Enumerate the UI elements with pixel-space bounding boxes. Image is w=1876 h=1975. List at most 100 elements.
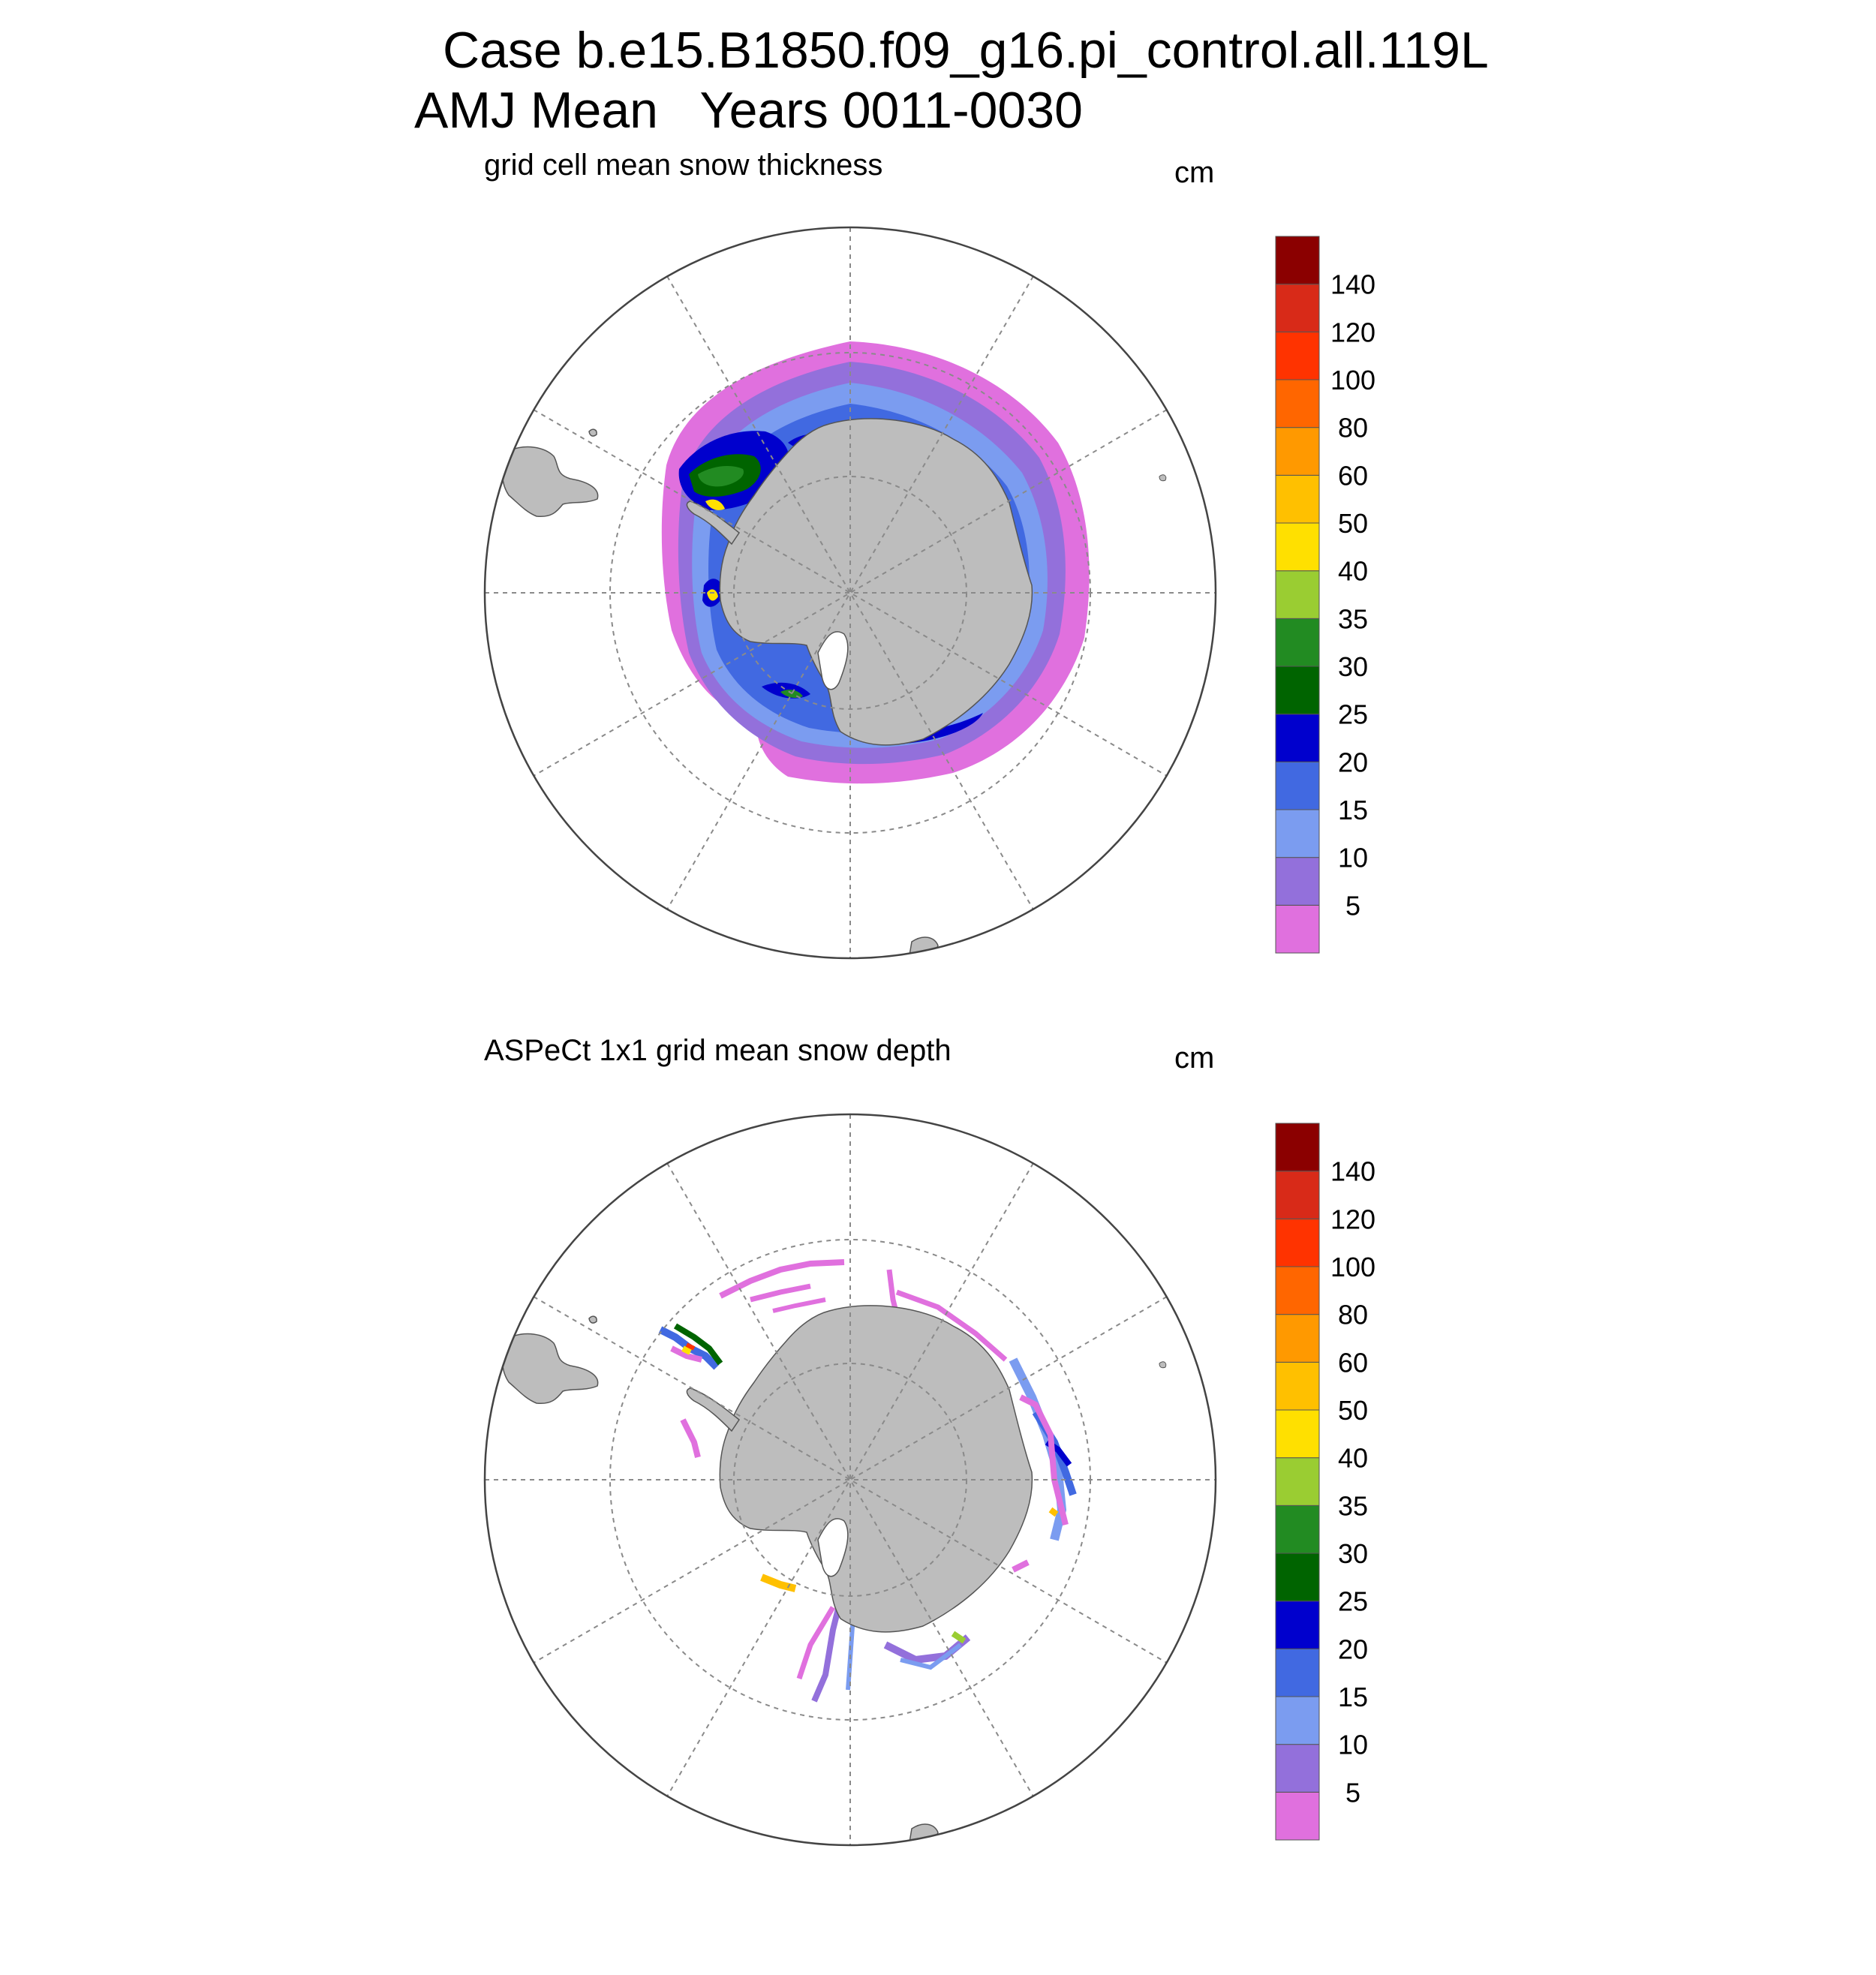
case-title: Case b.e15.B1850.f09_g16.pi_control.all.…	[443, 22, 1489, 79]
colorbar-swatch	[1275, 904, 1320, 954]
colorbar-swatch	[1275, 1744, 1320, 1793]
colorbar-swatch	[1275, 1218, 1320, 1267]
colorbar-swatch	[1275, 1266, 1320, 1315]
track-north-2	[750, 1283, 811, 1303]
graticule	[485, 227, 1216, 958]
colorbar-swatch	[1275, 1505, 1320, 1554]
season-title: AMJ Mean Years 0011-0030	[414, 81, 1083, 140]
colorbar-tick-label: 120	[1330, 1204, 1375, 1234]
colorbar-tick-label: 80	[1338, 1300, 1368, 1330]
track-weddell-yellow	[681, 1345, 692, 1355]
ross-ice-shelf-gap	[817, 631, 849, 690]
falkland-islands	[588, 428, 597, 437]
colorbar-tick-label: 40	[1338, 1443, 1368, 1474]
colorbar-swatch	[1275, 1171, 1320, 1219]
colorbar-tick-label: 20	[1338, 1634, 1368, 1664]
colorbar-swatch	[1275, 1314, 1320, 1363]
colorbar-swatch	[1275, 522, 1320, 572]
track-ross-3	[796, 1606, 836, 1680]
aspect-observation-tracks	[658, 1259, 1077, 1703]
colorbar-swatch	[1275, 474, 1320, 524]
colorbar-swatch	[1275, 1648, 1320, 1697]
ross-ice-shelf-gap	[817, 1518, 849, 1577]
colorbar-tick-label: 35	[1338, 1490, 1368, 1521]
new-zealand-land	[909, 1823, 939, 1845]
colorbar-swatch	[1275, 1601, 1320, 1649]
track-north-3	[772, 1297, 826, 1313]
falkland-islands	[588, 1315, 597, 1324]
colorbar-swatch	[1275, 1696, 1320, 1745]
colorbar-swatch	[1275, 857, 1320, 906]
antarctic-peninsula	[686, 1387, 741, 1432]
colorbar-swatch	[1275, 1361, 1320, 1411]
map-boundary	[483, 226, 1217, 960]
track-weddell-2	[673, 1323, 723, 1366]
colorbar-swatch	[1275, 236, 1320, 285]
south-america-land	[501, 446, 599, 518]
kerguelen-island	[1159, 1361, 1167, 1369]
colorbar-swatch	[1275, 1457, 1320, 1506]
colorbar-swatch	[1275, 331, 1320, 380]
colorbar-swatch	[1275, 570, 1320, 619]
colorbar-tick-label: 5	[1345, 890, 1360, 921]
weddell-30-35cm	[698, 465, 744, 487]
colorbar-tick-label: 15	[1338, 795, 1368, 825]
colorbar-swatch	[1275, 714, 1320, 762]
colorbar-tick-label: 140	[1330, 269, 1375, 300]
track-weddell-3	[670, 1345, 702, 1363]
track-east-coast-yellow	[1048, 1507, 1059, 1517]
season-label: AMJ Mean	[414, 82, 658, 139]
colorbar-tick-label: 60	[1338, 460, 1368, 491]
antarctica-land	[719, 418, 1033, 746]
graticule	[485, 1114, 1216, 1845]
colorbar-tick-label: 80	[1338, 413, 1368, 443]
track-weddell-red	[685, 1342, 696, 1351]
colorbar-swatch	[1275, 666, 1320, 715]
colorbar-tick-label: 120	[1330, 317, 1375, 347]
years-label: Years 0011-0030	[699, 82, 1083, 139]
colorbar-tick-label: 100	[1330, 1252, 1375, 1282]
colorbar-swatch	[1275, 427, 1320, 476]
colorbar-tick-label: 25	[1338, 699, 1368, 730]
kerguelen-island	[1159, 474, 1167, 482]
panel-1-map: 5 10 15 20 25 30 35 40 50 60 80 100 120 140	[483, 226, 1375, 960]
panel-2-units: cm	[1174, 1042, 1215, 1075]
colorbar-tick-label: 100	[1330, 365, 1375, 395]
track-north-1	[719, 1259, 845, 1299]
colorbar-tick-label: 40	[1338, 556, 1368, 587]
map-boundary	[483, 1113, 1217, 1847]
colorbar-tick-label: 20	[1338, 747, 1368, 777]
weddell-40-50cm	[705, 499, 725, 510]
colorbar-swatch	[1275, 809, 1320, 858]
colorbar-tick-label: 15	[1338, 1682, 1368, 1712]
colorbar-tick-label: 50	[1338, 1395, 1368, 1426]
colorbar-tick-label: 10	[1338, 843, 1368, 873]
colorbar-swatch	[1275, 284, 1320, 332]
colorbar-swatch	[1275, 1123, 1320, 1172]
colorbar-swatch	[1275, 1553, 1320, 1602]
colorbar-swatch	[1275, 1791, 1320, 1841]
track-south-2	[900, 1643, 962, 1670]
track-peninsula	[680, 1418, 701, 1458]
panel-1-units: cm	[1174, 156, 1215, 189]
colorbar-tick-label: 10	[1338, 1730, 1368, 1760]
track-east-coast-5	[1012, 1559, 1030, 1573]
colorbar-swatch	[1275, 618, 1320, 667]
colorbar-1: 5 10 15 20 25 30 35 40 50 60 80 100 120 140	[1275, 236, 1375, 954]
south-america-land	[501, 1333, 599, 1405]
track-south-green	[951, 1631, 967, 1644]
colorbar-tick-label: 140	[1330, 1156, 1375, 1187]
colorbar-tick-label: 60	[1338, 1347, 1368, 1378]
colorbar-tick-label: 5	[1345, 1777, 1360, 1808]
bellingshausen-40-50cm	[707, 589, 718, 601]
colorbar-swatch	[1275, 1409, 1320, 1459]
colorbar-tick-label: 50	[1338, 508, 1368, 539]
colorbar-swatch	[1275, 379, 1320, 428]
panel-1-title: grid cell mean snow thickness	[484, 149, 883, 182]
new-zealand-land	[909, 936, 939, 958]
track-amundsen-yellow	[760, 1574, 797, 1592]
colorbar-tick-label: 30	[1338, 651, 1368, 682]
track-east-coast-4	[1019, 1394, 1069, 1526]
track-east-2	[895, 1289, 1008, 1362]
colorbar-tick-label: 30	[1338, 1538, 1368, 1569]
